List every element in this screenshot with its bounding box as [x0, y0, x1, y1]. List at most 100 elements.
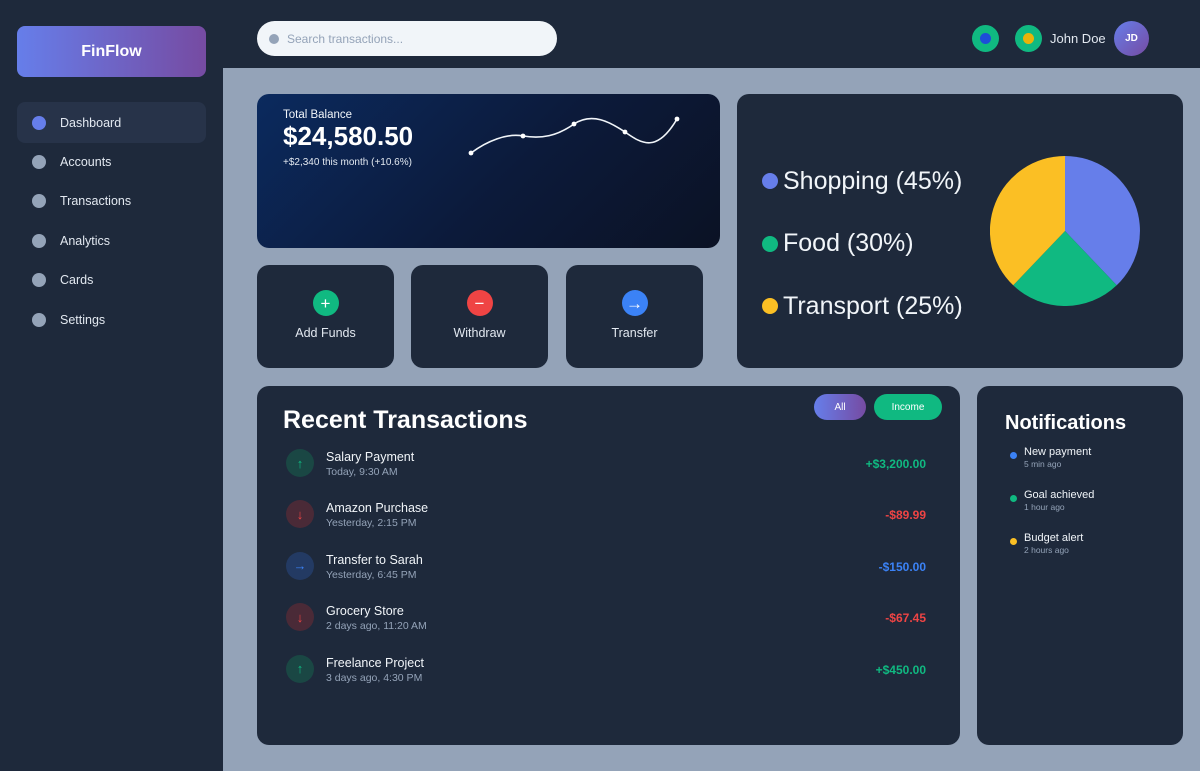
settings-icon — [32, 312, 46, 327]
arrow-up-icon: ↑ — [286, 449, 314, 477]
arrow-down-icon: ↓ — [286, 500, 314, 529]
search-bar — [257, 21, 557, 56]
notification-icon — [980, 33, 991, 44]
brand-logo[interactable]: FinFlow — [17, 26, 206, 77]
sidebar-item-label: Cards — [60, 273, 94, 288]
legend-label: Transport (25%) — [783, 291, 963, 320]
transactions-card: Recent Transactions All Income ↑ Salary P… — [257, 386, 960, 745]
user-name[interactable]: John Doe — [1050, 31, 1106, 46]
search-input[interactable] — [287, 31, 537, 46]
notification-item[interactable]: Goal achieved 1 hour ago — [1010, 489, 1094, 532]
transaction-time: Yesterday, 2:15 PM — [326, 517, 417, 530]
transaction-name: Amazon Purchase — [326, 501, 429, 516]
spending-pie — [990, 156, 1140, 306]
transaction-time: Yesterday, 6:45 PM — [326, 568, 417, 581]
sparkline-point — [674, 116, 680, 122]
transaction-name: Grocery Store — [326, 604, 404, 619]
transaction-amount: -$150.00 — [878, 559, 926, 574]
notification-text: New payment — [1024, 446, 1092, 458]
transaction-time: Today, 9:30 AM — [326, 466, 398, 478]
notification-item[interactable]: New payment 5 min ago — [1010, 446, 1094, 489]
sidebar-nav: Dashboard Accounts Transactions Analytics Ca… — [17, 102, 206, 338]
notification-button[interactable] — [972, 25, 999, 52]
search-icon — [269, 33, 279, 44]
balance-value: $24,580.50 — [283, 121, 414, 151]
transaction-row[interactable]: ↓ Grocery Store 2 days ago, 11:20 AM -$67.4… — [286, 598, 926, 649]
transactions-title: Recent Transactions — [283, 406, 528, 434]
filter-income-button[interactable]: Income — [874, 394, 942, 420]
legend-swatch — [762, 173, 778, 190]
minus-icon: − — [466, 290, 493, 316]
sidebar-item-accounts[interactable]: Accounts — [17, 141, 206, 182]
legend-item: Food (30%) — [762, 213, 963, 276]
sidebar-item-analytics[interactable]: Analytics — [17, 220, 206, 261]
transaction-row[interactable]: ↑ Salary Payment Today, 9:30 AM +$3,200.00 — [286, 444, 926, 495]
pie-slice-transport — [990, 156, 1065, 286]
balance-label: Total Balance — [283, 109, 353, 121]
transaction-amount: +$3,200.00 — [865, 457, 926, 471]
avatar[interactable]: JD — [1114, 21, 1149, 56]
withdraw-button[interactable]: − Withdraw — [411, 265, 548, 368]
sidebar-item-label: Dashboard — [60, 115, 122, 130]
notification-time: 1 hour ago — [1024, 502, 1065, 512]
notification-item[interactable]: Budget alert 2 hours ago — [1010, 532, 1094, 575]
transaction-time: 2 days ago, 11:20 AM — [326, 620, 427, 633]
add-funds-button[interactable]: + Add Funds — [257, 265, 394, 368]
spending-card: Shopping (45%) Food (30%) Transport (25%) — [737, 94, 1183, 368]
balance-card: Total Balance $24,580.50 +$2,340 this mo… — [257, 94, 720, 248]
sidebar: FinFlow Dashboard Accounts Transactions Ana… — [0, 0, 223, 771]
sidebar-item-transactions[interactable]: Transactions — [17, 181, 206, 222]
transaction-amount: -$89.99 — [885, 508, 926, 523]
sidebar-item-label: Settings — [60, 312, 106, 327]
notification-dot-icon — [1010, 452, 1017, 459]
notifications-card: Notifications New payment 5 min ago Goal a… — [977, 386, 1183, 745]
action-label: Withdraw — [453, 326, 506, 340]
plus-icon: + — [312, 290, 339, 316]
arrow-up-icon: ↑ — [286, 654, 314, 683]
pie-slice-food — [1013, 231, 1117, 306]
sparkline-point — [520, 133, 526, 139]
spending-legend: Shopping (45%) Food (30%) Transport (25%) — [762, 150, 963, 338]
transaction-name: Transfer to Sarah — [326, 552, 423, 567]
sidebar-item-cards[interactable]: Cards — [17, 260, 206, 301]
filter-all-button[interactable]: All — [814, 394, 866, 420]
balance-sparkline — [468, 116, 680, 156]
action-label: Add Funds — [295, 326, 356, 340]
cards-icon — [32, 273, 46, 288]
transaction-amount: -$67.45 — [885, 611, 926, 626]
transactions-icon — [32, 194, 46, 209]
transaction-row[interactable]: → Transfer to Sarah Yesterday, 6:45 PM -$15… — [286, 547, 926, 598]
notifications-list: New payment 5 min ago Goal achieved 1 hour … — [1010, 446, 1094, 575]
notification-dot-icon — [1010, 538, 1017, 545]
transaction-name: Salary Payment — [326, 450, 415, 464]
transaction-time: 3 days ago, 4:30 PM — [326, 671, 423, 684]
sidebar-item-dashboard[interactable]: Dashboard — [17, 102, 206, 143]
sparkline-point — [622, 129, 628, 135]
topbar: John Doe JD — [223, 0, 1200, 68]
pie-slice-shopping — [1065, 156, 1140, 286]
sidebar-item-settings[interactable]: Settings — [17, 299, 206, 340]
analytics-icon — [32, 233, 46, 248]
notification-text: Goal achieved — [1024, 489, 1095, 501]
action-label: Transfer — [611, 326, 658, 340]
transactions-list: ↑ Salary Payment Today, 9:30 AM +$3,200.00 ↓… — [286, 444, 926, 701]
notification-time: 2 hours ago — [1024, 545, 1069, 555]
notification-text: Budget alert — [1024, 532, 1084, 544]
arrow-down-icon: ↓ — [286, 603, 314, 632]
transaction-amount: +$450.00 — [875, 662, 926, 677]
notification-time: 5 min ago — [1024, 459, 1062, 469]
legend-swatch — [762, 298, 778, 315]
transaction-row[interactable]: ↑ Freelance Project 3 days ago, 4:30 PM +$4… — [286, 650, 926, 701]
transaction-row[interactable]: ↓ Amazon Purchase Yesterday, 2:15 PM -$89.9… — [286, 495, 926, 546]
message-button[interactable] — [1015, 25, 1042, 52]
message-icon — [1023, 33, 1034, 44]
accounts-icon — [32, 154, 46, 169]
sparkline-point — [571, 121, 577, 127]
balance-change: +$2,340 this month (+10.6%) — [283, 157, 412, 168]
legend-item: Transport (25%) — [762, 275, 963, 338]
transfer-button[interactable]: → Transfer — [566, 265, 703, 368]
sidebar-item-label: Analytics — [60, 233, 111, 248]
arrow-right-icon: → — [286, 551, 314, 580]
notifications-title: Notifications — [1005, 412, 1127, 434]
legend-label: Food (30%) — [783, 229, 914, 258]
